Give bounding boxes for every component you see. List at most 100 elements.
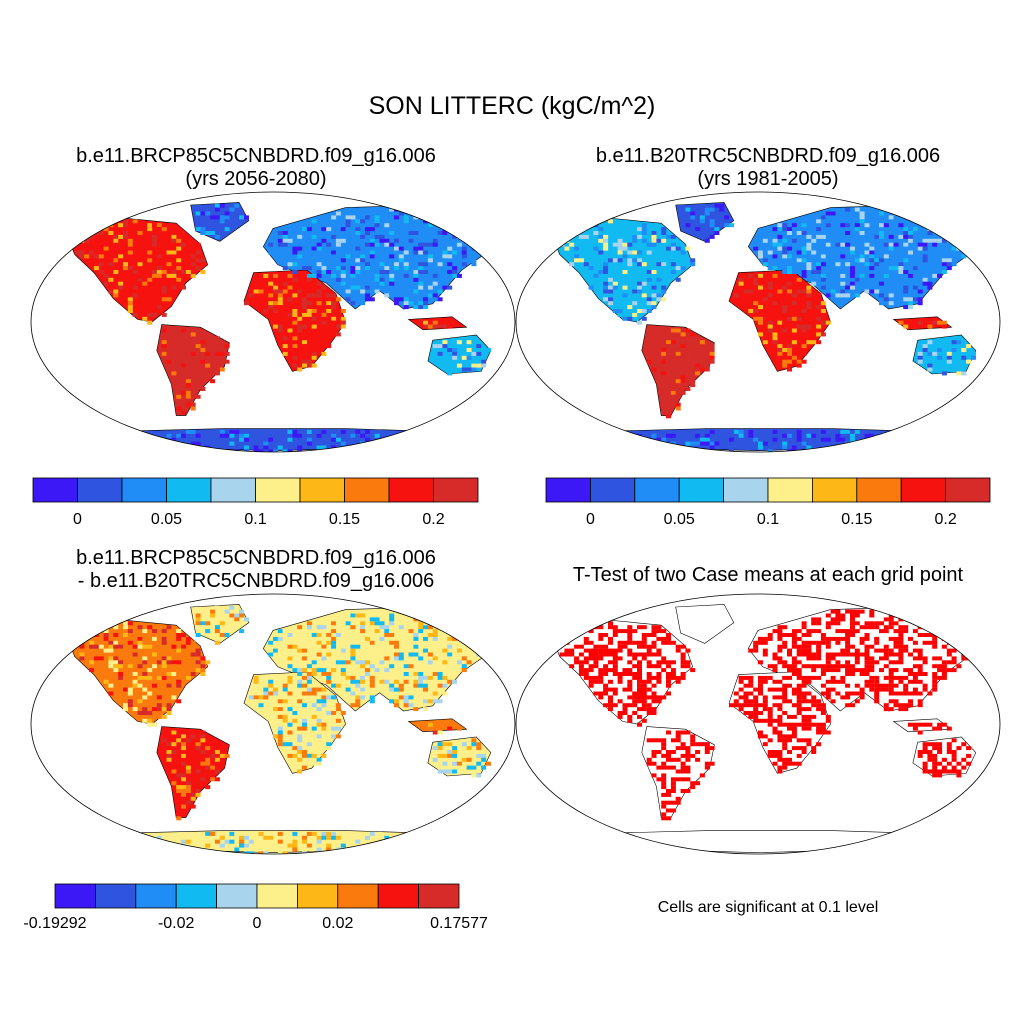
grid-cell [282,344,288,349]
grid-cell [670,738,676,743]
grid-cell [311,672,317,676]
grid-cell [413,250,419,255]
grid-cell [123,234,128,239]
grid-cell [588,227,594,232]
grid-cell [350,262,356,267]
grid-cell [185,675,191,680]
grid-cell [637,699,642,704]
grid-cell [195,757,201,762]
grid-cell [147,250,153,255]
grid-cell [113,625,119,630]
grid-cell [171,695,177,700]
grid-cell [287,297,293,302]
grid-cell [108,660,114,665]
grid-cell [79,644,85,649]
grid-cell [161,714,167,719]
grid-cell [951,668,957,673]
grid-cell [651,640,657,645]
grid-cell [476,746,482,751]
grid-cell [306,277,312,282]
grid-cell [564,629,570,634]
grid-cell [796,691,802,696]
grid-cell [840,238,846,243]
grid-cell [946,351,952,356]
grid-cell [864,660,870,665]
grid-cell [210,633,216,637]
grid-cell [917,351,923,356]
grid-cell [273,734,278,739]
grid-cell [641,656,647,661]
grid-cell [277,445,283,450]
grid-cell [316,246,322,251]
grid-cell [791,660,797,665]
grid-cell [277,301,283,306]
grid-cell [340,309,346,313]
grid-cell [456,617,462,622]
grid-cell [147,660,153,665]
grid-cell [476,234,482,239]
grid-cell [767,328,773,333]
grid-cell [195,242,201,247]
grid-cell [195,633,201,637]
grid-cell [569,648,575,653]
grid-cell [661,785,667,790]
grid-cell [432,633,438,637]
grid-cell [118,675,124,680]
grid-cell [306,363,312,368]
grid-cell [879,211,884,216]
grid-cell [845,629,851,634]
grid-cell [447,219,453,224]
colorbar-swatch [388,477,434,503]
grid-cell [622,270,628,274]
grid-cell [641,695,647,700]
grid-cell [859,691,865,696]
grid-cell [666,816,671,821]
grid-cell [762,652,768,657]
grid-cell [748,429,754,434]
grid-cell [244,445,249,450]
grid-cell [195,777,201,782]
grid-cell [690,211,696,216]
grid-cell [937,750,943,754]
grid-cell [374,843,380,848]
grid-cell [903,297,909,302]
grid-cell [340,672,346,676]
grid-cell [321,699,327,704]
grid-cell [588,679,594,684]
grid-cell [365,293,370,298]
grid-cell [801,750,807,754]
grid-cell [476,363,482,368]
grid-cell [161,351,167,356]
grid-cell [903,285,909,290]
grid-cell [147,223,153,228]
grid-cell [917,753,923,758]
grid-cell [670,394,676,399]
grid-cell [297,672,303,676]
grid-cell [627,301,633,306]
grid-cell [946,258,952,263]
grid-cell [413,633,419,637]
grid-cell [253,289,259,294]
grid-cell [214,765,220,770]
grid-cell [195,664,201,669]
grid-cell [772,668,778,673]
grid-cell [820,633,826,637]
grid-cell [835,437,841,442]
grid-cell [816,742,822,747]
grid-cell [656,437,662,442]
grid-cell [185,383,191,388]
grid-cell [782,691,788,696]
grid-cell [321,633,327,637]
grid-cell [427,258,433,263]
grid-cell [806,234,812,239]
grid-cell [171,843,177,848]
grid-cell [787,344,792,349]
grid-cell [403,297,409,302]
grid-cell [297,738,303,743]
grid-cell [791,668,797,673]
grid-cell [195,211,201,216]
grid-cell [437,344,443,349]
grid-cell [403,699,409,704]
grid-cell [335,277,341,282]
colorbar-swatch [135,883,177,909]
